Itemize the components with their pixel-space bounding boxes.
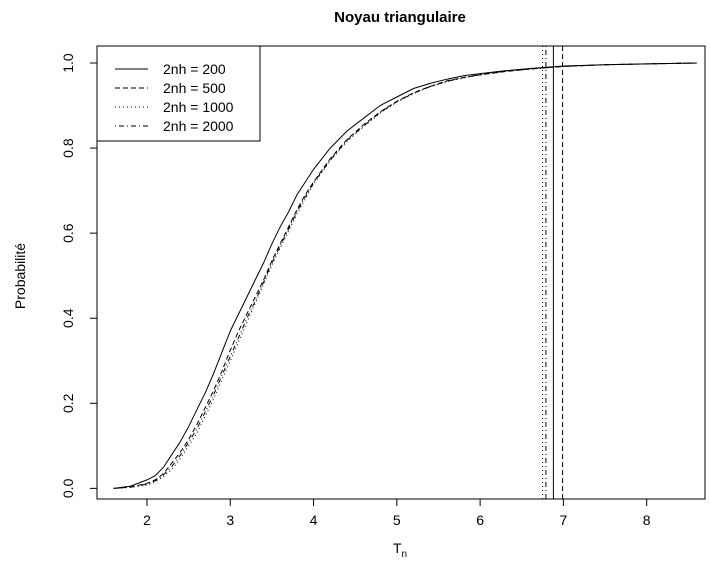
series-layer: [113, 62, 697, 489]
x-tick-label: 6: [476, 512, 484, 528]
legend-label: 2nh = 500: [163, 80, 226, 96]
x-tick-label: 7: [560, 512, 568, 528]
legend-label: 2nh = 200: [163, 61, 226, 77]
legend-box: [96, 45, 261, 142]
legend: 2nh = 200 2nh = 500 2nh = 1000 2nh = 2000: [96, 45, 261, 142]
y-tick-label: 0.8: [60, 138, 76, 158]
series-line: [113, 62, 697, 489]
chart-title: Noyau triangulaire: [334, 9, 466, 26]
y-tick-label: 0.4: [60, 308, 76, 328]
y-tick-label: 0.0: [60, 478, 76, 498]
y-axis-label: Probabilité: [12, 243, 28, 309]
legend-label: 2nh = 1000: [163, 99, 234, 115]
x-tick-label: 2: [143, 512, 151, 528]
x-axis: 2 3 4 5 6 7 8: [143, 499, 651, 528]
series-line: [113, 62, 697, 489]
vline-layer: [542, 46, 564, 499]
plot-box: [96, 45, 706, 500]
x-axis-label: Tn: [393, 540, 407, 560]
series-line: [113, 62, 697, 489]
y-tick-label: 0.6: [60, 223, 76, 243]
y-tick-label: 1.0: [60, 53, 76, 73]
x-axis-label-subscript: n: [402, 549, 408, 560]
y-axis: 0.0 0.2 0.4 0.6 0.8 1.0: [60, 53, 97, 498]
x-axis-label-main: T: [393, 540, 402, 556]
x-tick-label: 4: [310, 512, 318, 528]
legend-label: 2nh = 2000: [163, 118, 234, 134]
y-tick-label: 0.2: [60, 393, 76, 413]
x-tick-label: 3: [226, 512, 234, 528]
x-tick-label: 5: [393, 512, 401, 528]
x-tick-label: 8: [643, 512, 651, 528]
